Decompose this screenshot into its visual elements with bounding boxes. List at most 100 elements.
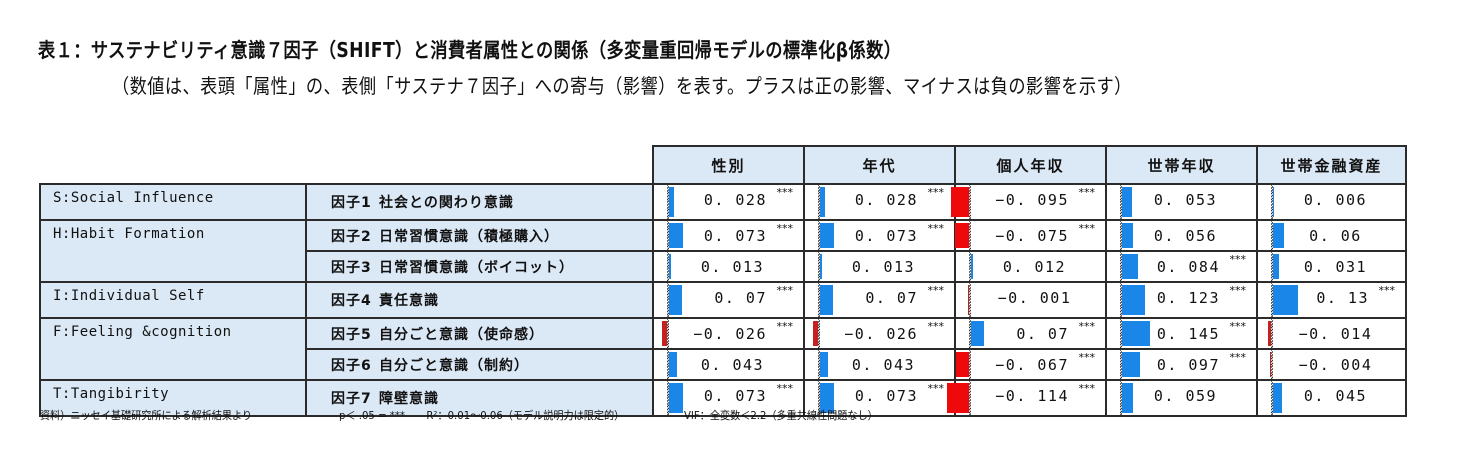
- zero-axis: [1271, 252, 1273, 281]
- zero-axis: [1271, 283, 1273, 317]
- table-title: 表１：サステナビリティ意識７因子（SHIFT）と消費者属性との関係（多変量重回帰…: [38, 38, 902, 62]
- factor-cell: 因子7 障壁意識: [305, 379, 654, 417]
- coefficient-value: 0. 031: [1303, 258, 1368, 276]
- significance-marker: ***: [1229, 284, 1247, 297]
- footer-source: 資料）ニッセイ基礎研究所による解析結果より: [40, 409, 253, 422]
- positive-bar: [1273, 383, 1282, 413]
- coefficient-value: 0. 053: [1153, 191, 1218, 209]
- category-cell: H:Habit Formation: [39, 219, 307, 283]
- zero-axis: [1120, 283, 1122, 317]
- value-cell-age: −0. 026 ***: [803, 317, 956, 350]
- positive-bar: [1273, 187, 1274, 217]
- significance-marker: ***: [1229, 320, 1247, 333]
- value-cell-gender: 0. 013: [652, 250, 805, 283]
- factor-name: 日常習慣意識（積極購入）: [379, 228, 559, 245]
- positive-bar: [820, 352, 828, 377]
- positive-bar: [669, 352, 677, 377]
- positive-bar: [1122, 383, 1133, 413]
- value-cell-personal-income: −0. 114 ***: [947, 379, 1107, 417]
- value-cell-household-income: 0. 059: [1105, 379, 1258, 417]
- significance-marker: ***: [927, 382, 945, 395]
- factor-name: 日常習慣意識（ボイコット）: [379, 259, 574, 276]
- negative-bar: [1268, 321, 1271, 346]
- value-cell-personal-income: −0. 067 ***: [954, 348, 1107, 381]
- factor-name: 自分ごと意識（制約）: [379, 357, 529, 374]
- value-cell-personal-income: −0. 001: [954, 281, 1107, 319]
- value-cell-personal-income: 0. 07 ***: [954, 317, 1107, 350]
- value-cell-age: 0. 028 ***: [803, 183, 956, 221]
- positive-bar: [1122, 321, 1150, 346]
- category-cell: T:Tangibirity: [39, 379, 307, 417]
- column-header-personal-income: 個人年収: [954, 145, 1107, 185]
- positive-bar: [1273, 285, 1298, 315]
- zero-axis: [1120, 350, 1122, 379]
- factor-cell: 因子4 責任意識: [305, 281, 654, 319]
- coefficient-value: 0. 059: [1153, 387, 1218, 405]
- column-header-gender: 性別: [652, 145, 805, 185]
- table-subtitle: （数値は、表頭「属性」の、表側「サステナ７因子」への寄与（影響）を表す。プラスは…: [112, 74, 1132, 98]
- coefficient-value: −0. 026: [844, 325, 918, 343]
- negative-bar: [968, 285, 969, 315]
- negative-bar: [1270, 352, 1271, 377]
- significance-marker: ***: [927, 320, 945, 333]
- zero-axis: [818, 381, 820, 415]
- zero-axis: [1271, 319, 1273, 348]
- footer-significance: p＜ .05 = ***: [339, 409, 405, 422]
- zero-axis: [1120, 221, 1122, 250]
- significance-marker: ***: [1078, 382, 1096, 395]
- significance-marker: ***: [776, 382, 794, 395]
- factor-name: 自分ごと意識（使命感）: [379, 326, 544, 343]
- table-row: I:Individual Self 因子4 責任意識 0. 07 *** 0. 07 ***…: [39, 281, 1407, 319]
- table-row: 因子6 自分ごと意識（制約） 0. 043 0. 043 −0. 067 *** 0. 09…: [40, 348, 1407, 381]
- column-header-household-assets: 世帯金融資産: [1256, 145, 1407, 185]
- factor-cell: 因子2 日常習慣意識（積極購入）: [305, 219, 654, 252]
- zero-axis: [667, 221, 669, 250]
- value-cell-gender: 0. 028 ***: [652, 183, 805, 221]
- positive-bar: [1273, 223, 1284, 248]
- zero-axis: [1271, 221, 1273, 250]
- factor-number: 因子1: [331, 195, 372, 211]
- significance-marker: ***: [1229, 351, 1247, 364]
- positive-bar: [1122, 223, 1133, 248]
- value-cell-personal-income: 0. 012: [954, 250, 1107, 283]
- value-cell-household-income: 0. 145 ***: [1105, 317, 1258, 350]
- significance-marker: ***: [1229, 253, 1247, 266]
- value-cell-household-assets: 0. 13 ***: [1256, 281, 1407, 319]
- coefficient-value: 0. 073: [854, 227, 918, 245]
- zero-axis: [969, 381, 971, 415]
- coefficient-value: 0. 045: [1303, 387, 1368, 405]
- factor-name: 責任意識: [379, 293, 439, 309]
- zero-axis: [1271, 350, 1273, 379]
- zero-axis: [667, 252, 669, 281]
- value-cell-household-income: 0. 123 ***: [1105, 281, 1258, 319]
- value-cell-age: 0. 013: [803, 250, 956, 283]
- table-row: F:Feeling &cognition 因子5 自分ごと意識（使命感） −0. 02…: [39, 317, 1407, 381]
- coefficient-value: 0. 084: [1156, 258, 1220, 276]
- negative-bar: [951, 187, 969, 217]
- zero-axis: [1120, 185, 1122, 219]
- coefficient-value: 0. 028: [703, 191, 767, 209]
- positive-bar: [669, 285, 682, 315]
- zero-axis: [969, 350, 971, 379]
- value-cell-gender: 0. 073 ***: [652, 219, 805, 252]
- significance-marker: ***: [927, 222, 945, 235]
- positive-bar: [1122, 187, 1132, 217]
- value-cell-personal-income: −0. 075 ***: [954, 219, 1107, 252]
- coefficient-value: 0. 07: [865, 289, 918, 307]
- factor-number: 因子5: [331, 326, 372, 343]
- significance-marker: ***: [776, 222, 794, 235]
- column-header-age: 年代: [803, 145, 956, 185]
- factor-cell: 因子6 自分ごと意識（制約）: [305, 348, 654, 381]
- zero-axis: [667, 350, 669, 379]
- coefficient-value: −0. 026: [693, 325, 767, 343]
- zero-axis: [1271, 381, 1273, 415]
- negative-bar: [662, 321, 667, 346]
- coefficient-value: −0. 014: [1298, 325, 1373, 343]
- positive-bar: [820, 383, 834, 413]
- table-row: S:Social Influence 因子1 社会との関わり意識 0. 028 *** 0…: [39, 183, 1407, 221]
- significance-marker: ***: [776, 186, 794, 199]
- zero-axis: [818, 319, 820, 348]
- positive-bar: [971, 321, 984, 346]
- coefficient-table: 性別 年代 個人年収 世帯年収 世帯金融資産 S:Social Influenc…: [39, 145, 1407, 417]
- value-cell-household-assets: 0. 045: [1256, 379, 1407, 417]
